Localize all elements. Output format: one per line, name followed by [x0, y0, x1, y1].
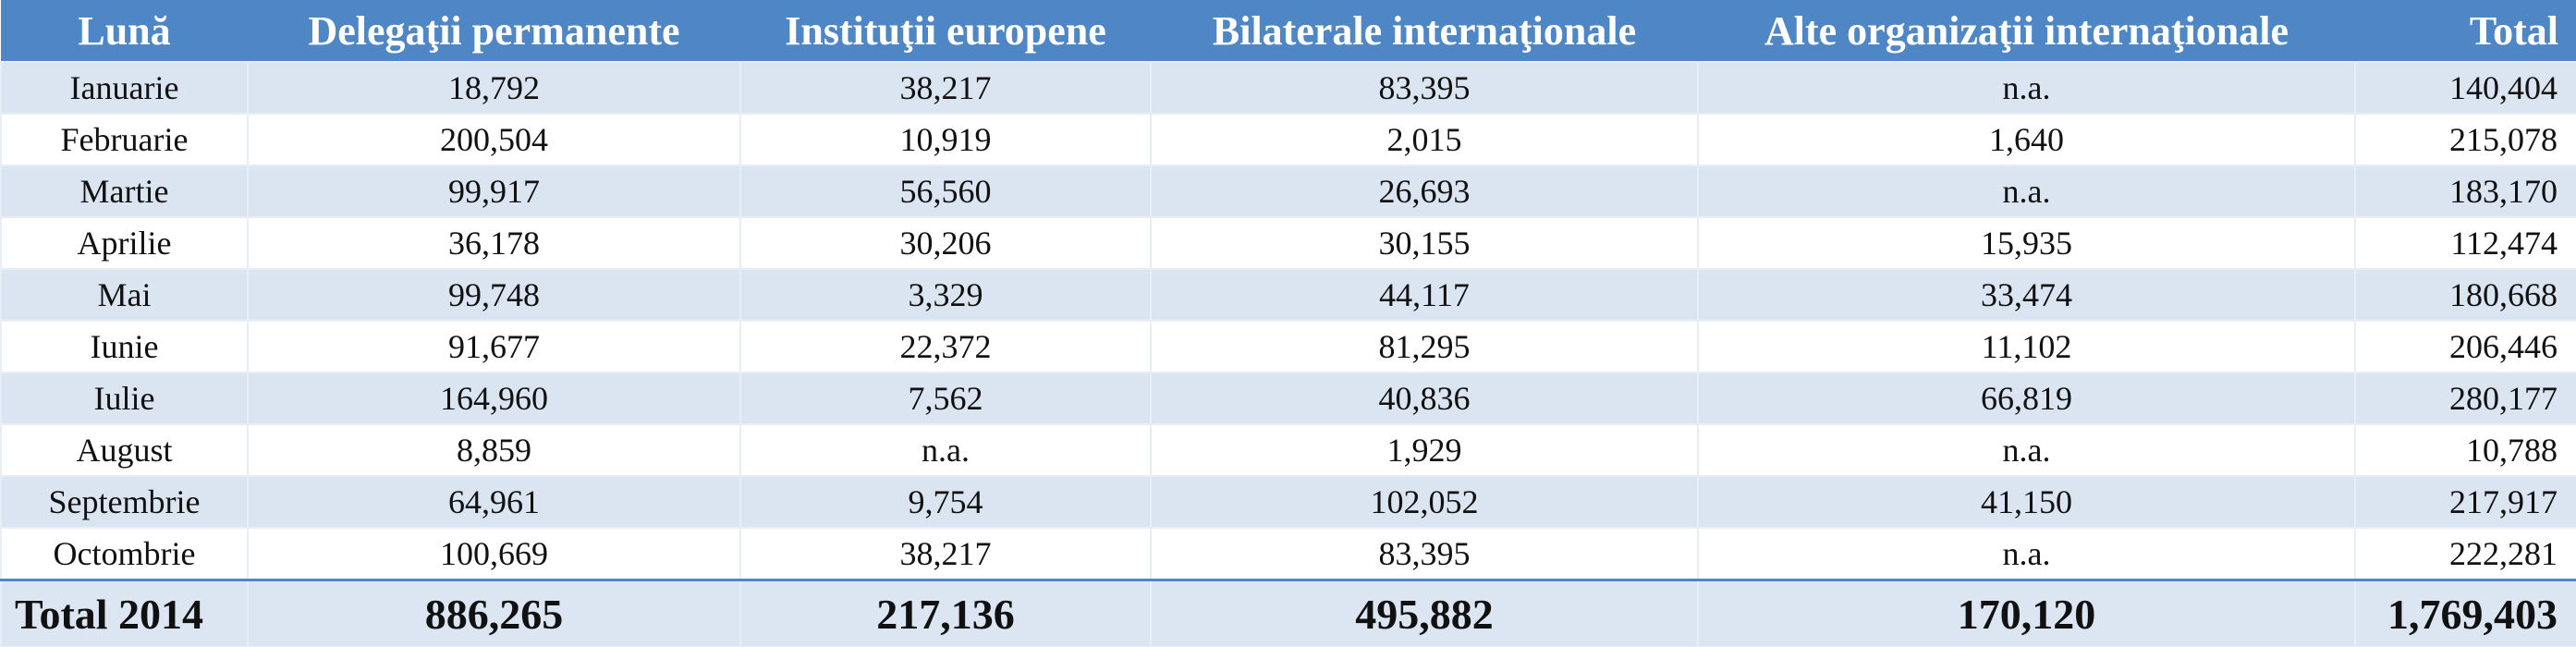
total-cell: 170,120 [1697, 579, 2356, 647]
total-cell: 1,769,403 [2354, 579, 2576, 647]
value-cell: 91,677 [247, 320, 741, 373]
column-header: Bilaterale internaţionale [1151, 0, 1698, 62]
value-cell: 10,919 [739, 113, 1152, 166]
value-cell: 83,395 [1150, 527, 1699, 581]
month-cell: Octombrie [0, 527, 249, 581]
value-cell: 36,178 [247, 216, 741, 270]
value-cell: 100,669 [247, 527, 741, 581]
month-cell: Aprilie [0, 216, 249, 270]
value-cell: 64,961 [247, 475, 741, 529]
total-cell: 886,265 [247, 579, 741, 647]
value-cell: 26,693 [1150, 165, 1699, 218]
value-cell: 2,015 [1150, 113, 1699, 166]
value-cell: 81,295 [1150, 320, 1699, 373]
value-cell: n.a. [1697, 527, 2356, 581]
value-cell: 83,395 [1150, 61, 1699, 115]
value-cell: 164,960 [247, 372, 741, 425]
value-cell: 102,052 [1150, 475, 1699, 529]
value-cell: 10,788 [2354, 423, 2576, 477]
table-row: Ianuarie 18,792 38,217 83,395 n.a. 140,404 [0, 61, 2576, 115]
value-cell: 183,170 [2354, 165, 2576, 218]
value-cell: 18,792 [247, 61, 741, 115]
value-cell: 200,504 [247, 113, 741, 166]
value-cell: 9,754 [739, 475, 1152, 529]
value-cell: 22,372 [739, 320, 1152, 373]
value-cell: 38,217 [739, 61, 1152, 115]
column-header: Delegaţii permanente [248, 0, 740, 62]
value-cell: 1,640 [1697, 113, 2356, 166]
value-cell: 222,281 [2354, 527, 2576, 581]
month-cell: Septembrie [0, 475, 249, 529]
value-cell: 40,836 [1150, 372, 1699, 425]
table-row: Februarie 200,504 10,919 2,015 1,640 215,078 [0, 113, 2576, 166]
month-cell: August [0, 423, 249, 477]
column-header: Alte organizaţii internaţionale [1698, 0, 2355, 62]
header-row: Lună Delegaţii permanente Instituţii europ… [1, 0, 2576, 62]
value-cell: 180,668 [2354, 268, 2576, 322]
value-cell: 99,748 [247, 268, 741, 322]
month-cell: Martie [0, 165, 249, 218]
value-cell: 215,078 [2354, 113, 2576, 166]
value-cell: 44,117 [1150, 268, 1699, 322]
column-header: Lună [1, 0, 248, 62]
value-cell: 112,474 [2354, 216, 2576, 270]
value-cell: 30,206 [739, 216, 1152, 270]
column-header: Instituţii europene [740, 0, 1151, 62]
month-cell: Mai [0, 268, 249, 322]
value-cell: 217,917 [2354, 475, 2576, 529]
value-cell: n.a. [739, 423, 1152, 477]
value-cell: 8,859 [247, 423, 741, 477]
month-cell: Ianuarie [0, 61, 249, 115]
value-cell: 66,819 [1697, 372, 2356, 425]
table-row: Martie 99,917 56,560 26,693 n.a. 183,170 [0, 165, 2576, 218]
value-cell: 140,404 [2354, 61, 2576, 115]
value-cell: n.a. [1697, 165, 2356, 218]
month-cell: Iunie [0, 320, 249, 373]
value-cell: 280,177 [2354, 372, 2576, 425]
table-row: August 8,859 n.a. 1,929 n.a. 10,788 [0, 423, 2576, 477]
value-cell: 206,446 [2354, 320, 2576, 373]
table-row: Iulie 164,960 7,562 40,836 66,819 280,177 [0, 372, 2576, 425]
value-cell: n.a. [1697, 423, 2356, 477]
value-cell: 56,560 [739, 165, 1152, 218]
value-cell: 99,917 [247, 165, 741, 218]
total-cell: 217,136 [739, 579, 1152, 647]
table-row: Aprilie 36,178 30,206 30,155 15,935 112,474 [0, 216, 2576, 270]
total-row: Total 2014 886,265 217,136 495,882 170,120 1,… [0, 579, 2576, 647]
table-row: Septembrie 64,961 9,754 102,052 41,150 217,91… [0, 475, 2576, 529]
column-header: Total [2355, 0, 2576, 62]
month-cell: Iulie [0, 372, 249, 425]
value-cell: 41,150 [1697, 475, 2356, 529]
total-cell: 495,882 [1150, 579, 1699, 647]
value-cell: n.a. [1697, 61, 2356, 115]
value-cell: 33,474 [1697, 268, 2356, 322]
value-cell: 11,102 [1697, 320, 2356, 373]
total-label: Total 2014 [0, 579, 249, 647]
value-cell: 1,929 [1150, 423, 1699, 477]
value-cell: 38,217 [739, 527, 1152, 581]
value-cell: 7,562 [739, 372, 1152, 425]
month-cell: Februarie [0, 113, 249, 166]
value-cell: 15,935 [1697, 216, 2356, 270]
value-cell: 3,329 [739, 268, 1152, 322]
table-row: Iunie 91,677 22,372 81,295 11,102 206,446 [0, 320, 2576, 373]
table-row: Octombrie 100,669 38,217 83,395 n.a. 222,281 [0, 527, 2576, 581]
value-cell: 30,155 [1150, 216, 1699, 270]
table-row: Mai 99,748 3,329 44,117 33,474 180,668 [0, 268, 2576, 322]
